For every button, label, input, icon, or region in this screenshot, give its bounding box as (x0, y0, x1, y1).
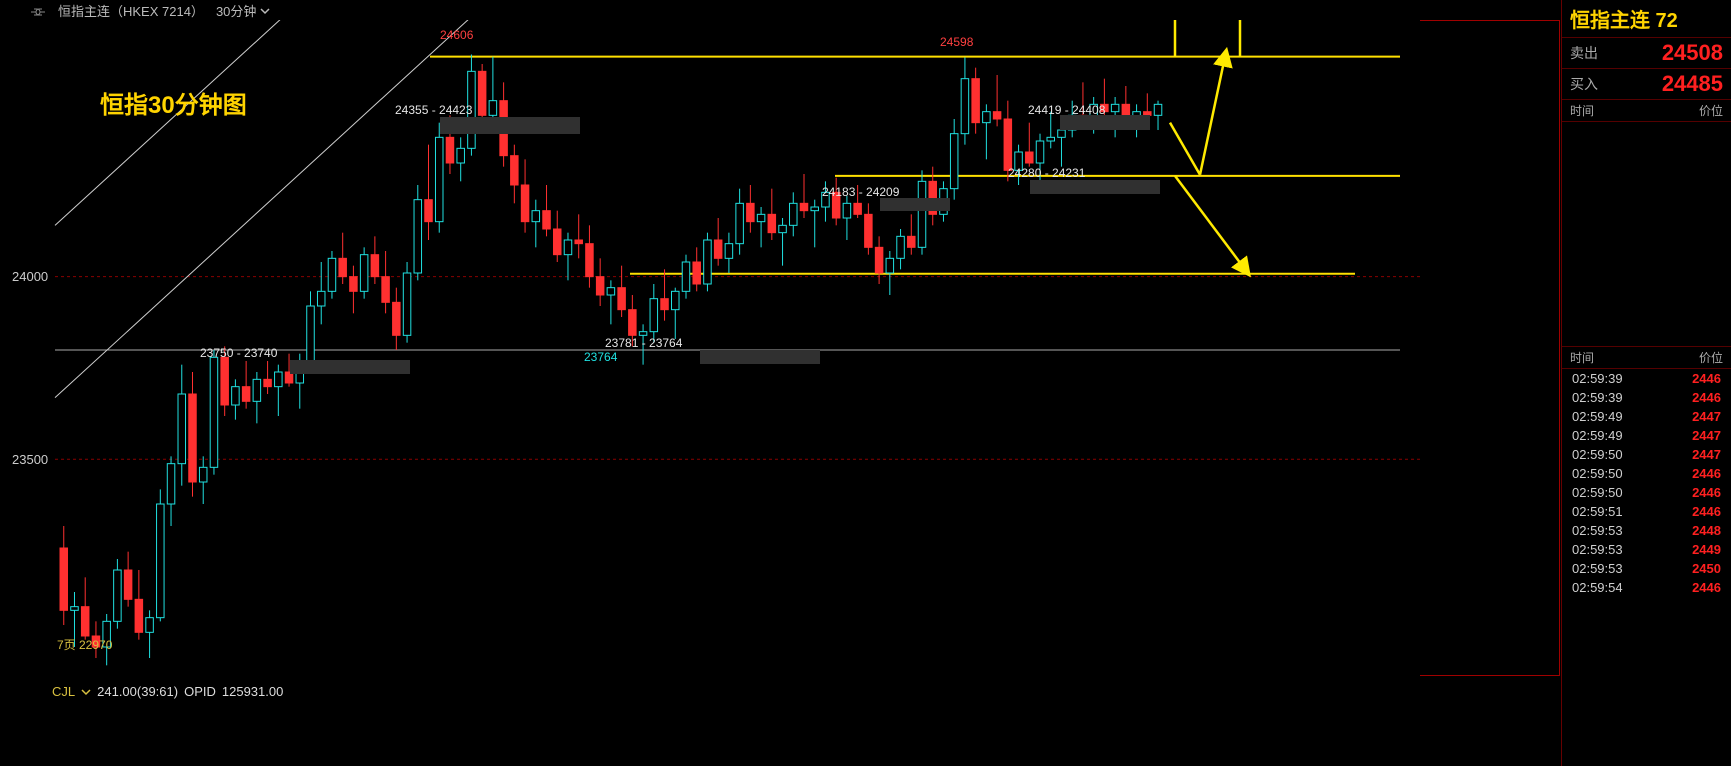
side-title: 恒指主连 72 (1570, 10, 1678, 32)
ask-price: 24508 (1662, 40, 1723, 66)
tick-price: 2446 (1692, 390, 1721, 405)
volume-indicator-row: CJL 241.00(39:61) OPID 125931.00 (52, 684, 283, 699)
chart-annotation: 24419 - 24408 (1028, 103, 1105, 117)
bid-label: 买入 (1570, 74, 1598, 94)
cjl-value: 241.00(39:61) (97, 684, 178, 699)
price-zone (700, 350, 820, 364)
side-header-2: 时间 价位 (1562, 347, 1731, 369)
side-spacer (1562, 122, 1731, 347)
tick-price: 2446 (1692, 466, 1721, 481)
tick-time: 02:59:53 (1572, 523, 1623, 538)
chart-annotation: 24183 - 24209 (822, 185, 899, 199)
symbol-label: 恒指主连（HKEX 7214） (58, 1, 204, 20)
tick-time: 02:59:54 (1572, 580, 1623, 595)
tick-list: 02:59:39244602:59:39244602:59:49244702:5… (1562, 369, 1731, 597)
tick-price: 2446 (1692, 485, 1721, 500)
tick-row: 02:59:53 2449 (1562, 540, 1731, 559)
chevron-down-icon[interactable] (81, 684, 91, 699)
tick-price: 2446 (1692, 371, 1721, 386)
tick-time: 02:59:50 (1572, 466, 1623, 481)
tick-row: 02:59:50 2446 (1562, 464, 1731, 483)
timeframe-selector[interactable]: 30分钟 (216, 1, 256, 20)
tick-row: 02:59:39 2446 (1562, 388, 1731, 407)
ask-label: 卖出 (1570, 43, 1598, 63)
tick-price: 2448 (1692, 523, 1721, 538)
tick-time: 02:59:39 (1572, 390, 1623, 405)
link-icon (30, 5, 46, 15)
tick-price: 2447 (1692, 409, 1721, 424)
tick-price: 2450 (1692, 561, 1721, 576)
chart-title: 恒指30分钟图 (100, 85, 247, 120)
col-time: 时间 (1570, 102, 1594, 119)
tick-price: 2447 (1692, 428, 1721, 443)
tick-row: 02:59:50 2447 (1562, 445, 1731, 464)
tick-time: 02:59:50 (1572, 447, 1623, 462)
chart-annotation: 24598 (940, 35, 973, 49)
chart-annotation: 23781 - 23764 (605, 336, 682, 350)
chart-annotation: 7页 22970 (57, 636, 112, 653)
price-zone (290, 360, 410, 374)
tick-time: 02:59:50 (1572, 485, 1623, 500)
tick-row: 02:59:50 2446 (1562, 483, 1731, 502)
y-axis-label: 23500 (12, 452, 48, 467)
price-zone (1030, 180, 1160, 194)
bid-row: 买入 24485 (1562, 69, 1731, 100)
tick-time: 02:59:51 (1572, 504, 1623, 519)
ask-row: 卖出 24508 (1562, 38, 1731, 69)
opid-label: OPID (184, 684, 216, 699)
col-price: 价位 (1699, 102, 1723, 119)
chart-annotation: 24606 (440, 28, 473, 42)
tick-row: 02:59:39 2446 (1562, 369, 1731, 388)
col-time: 时间 (1570, 349, 1594, 366)
tick-row: 02:59:49 2447 (1562, 407, 1731, 426)
tick-time: 02:59:53 (1572, 542, 1623, 557)
chart-annotation: 24355 - 24423 (395, 103, 472, 117)
chart-annotation: 23750 - 23740 (200, 346, 277, 360)
opid-value: 125931.00 (222, 684, 283, 699)
tick-time: 02:59:49 (1572, 409, 1623, 424)
chevron-down-icon[interactable] (260, 3, 270, 18)
chart-header: 恒指主连（HKEX 7214） 30分钟 (0, 0, 1731, 20)
tick-row: 02:59:54 2446 (1562, 578, 1731, 597)
y-axis-label: 24000 (12, 269, 48, 284)
chart-annotation: 24280 - 24231 (1008, 166, 1085, 180)
price-chart[interactable]: 恒指30分钟图 24000 23500 24606 24355 - 24423 245… (0, 20, 1420, 680)
tick-row: 02:59:51 2446 (1562, 502, 1731, 521)
order-book-panel: 恒指主连 72 卖出 24508 买入 24485 时间 价位 时间 价位 02… (1561, 0, 1731, 766)
tick-time: 02:59:49 (1572, 428, 1623, 443)
tick-time: 02:59:53 (1572, 561, 1623, 576)
bid-price: 24485 (1662, 71, 1723, 97)
side-title-row: 恒指主连 72 (1562, 0, 1731, 38)
tick-row: 02:59:49 2447 (1562, 426, 1731, 445)
tick-price: 2447 (1692, 447, 1721, 462)
tick-row: 02:59:53 2448 (1562, 521, 1731, 540)
side-header-1: 时间 价位 (1562, 100, 1731, 122)
price-zone (1060, 115, 1150, 130)
tick-time: 02:59:39 (1572, 371, 1623, 386)
price-zone (440, 117, 580, 134)
col-price: 价位 (1699, 349, 1723, 366)
chart-annotation: 23764 (584, 350, 617, 364)
price-zone (880, 198, 950, 211)
tick-price: 2446 (1692, 504, 1721, 519)
tick-price: 2449 (1692, 542, 1721, 557)
cjl-label: CJL (52, 684, 75, 699)
tick-row: 02:59:53 2450 (1562, 559, 1731, 578)
tick-price: 2446 (1692, 580, 1721, 595)
